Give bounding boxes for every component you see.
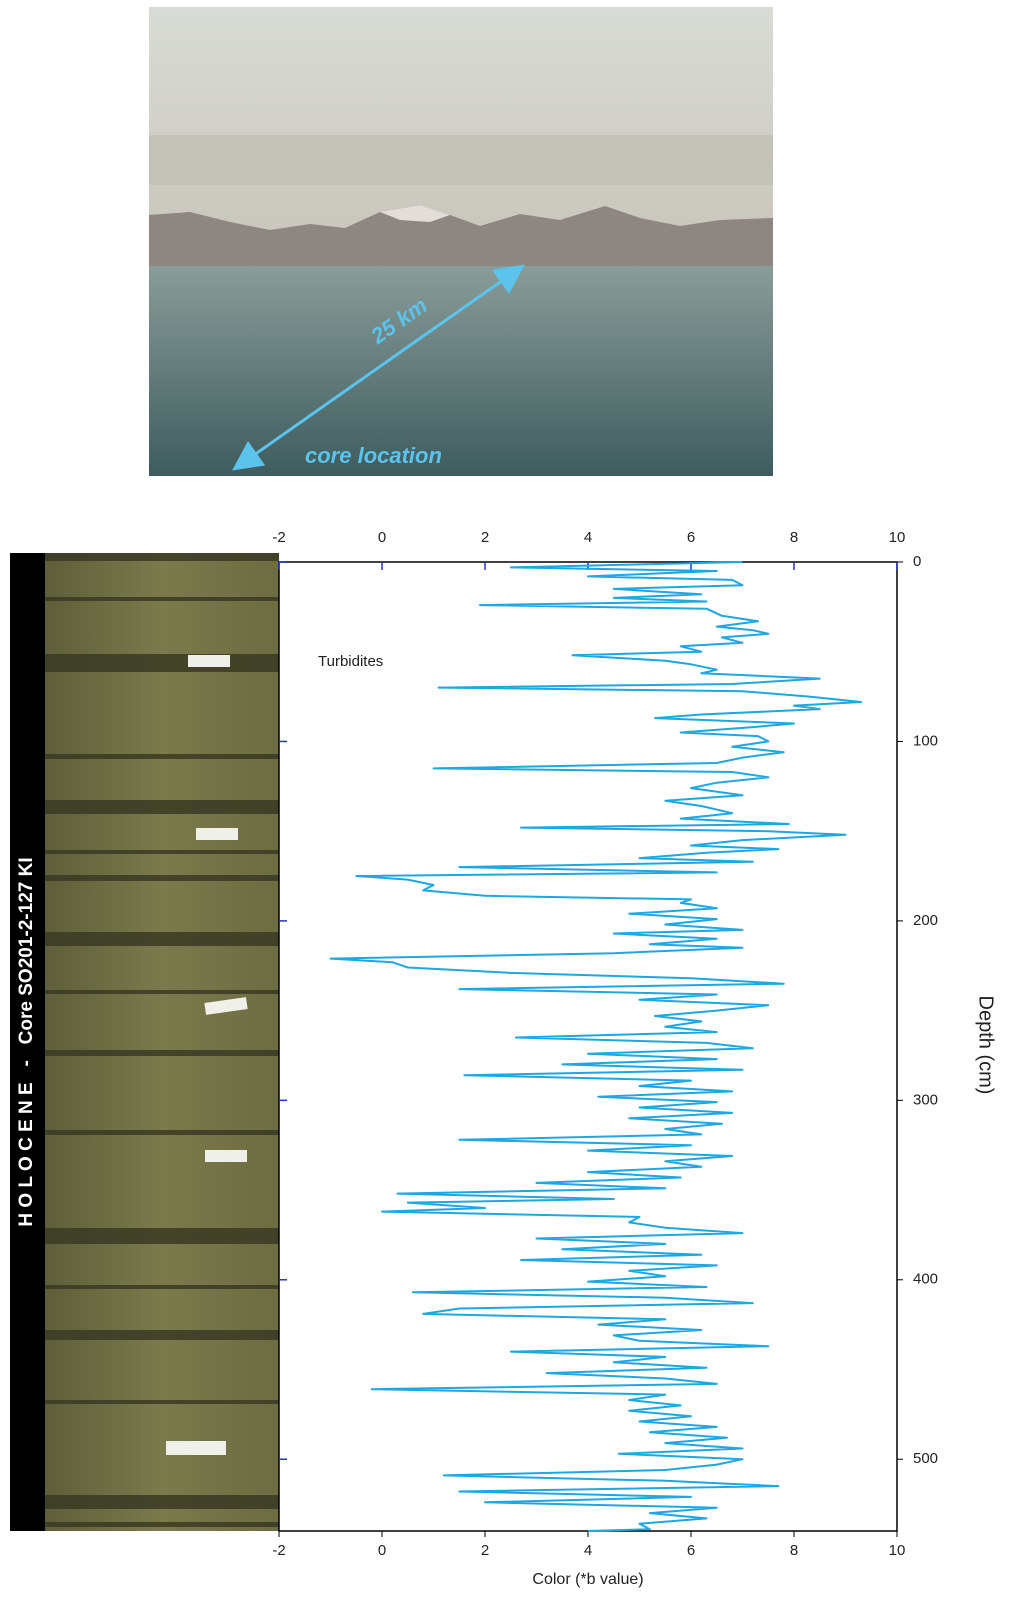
y-tick-label: 300	[913, 1091, 938, 1108]
x-tick-label-top: 10	[889, 529, 906, 546]
y-tick-label: 0	[913, 553, 921, 570]
x-tick-label-bottom: 4	[584, 1542, 592, 1559]
x-tick-label-bottom: 8	[790, 1542, 798, 1559]
x-tick-label-top: 8	[790, 529, 798, 546]
x-tick-label-bottom: -2	[272, 1542, 285, 1559]
y-axis-label: Depth (cm)	[975, 996, 997, 1095]
y-tick-label: 100	[913, 732, 938, 749]
photo: 25 km core location	[149, 7, 773, 476]
x-tick-label-top: 2	[481, 529, 489, 546]
y-tick-label: 200	[913, 912, 938, 929]
location-label: core location	[305, 443, 442, 468]
x-tick-label-bottom: 6	[687, 1542, 695, 1559]
data-line	[329, 561, 862, 1532]
core-photo: H O L O C E N E - Core SO201-2-127 KI	[10, 553, 279, 1531]
x-axis-label: Color (*b value)	[532, 1571, 643, 1588]
x-tick-label-top: -2	[272, 529, 285, 546]
y-tick-label: 400	[913, 1271, 938, 1288]
core-label: H O L O C E N E - Core SO201-2-127 KI	[16, 857, 37, 1226]
x-tick-label-bottom: 0	[378, 1542, 386, 1559]
x-tick-label-bottom: 10	[889, 1542, 906, 1559]
annotation: Turbidites	[318, 653, 383, 670]
x-tick-label-bottom: 2	[481, 1542, 489, 1559]
y-tick-label: 500	[913, 1450, 938, 1467]
x-tick-label-top: 0	[378, 529, 386, 546]
x-tick-label-top: 4	[584, 529, 592, 546]
x-tick-label-top: 6	[687, 529, 695, 546]
